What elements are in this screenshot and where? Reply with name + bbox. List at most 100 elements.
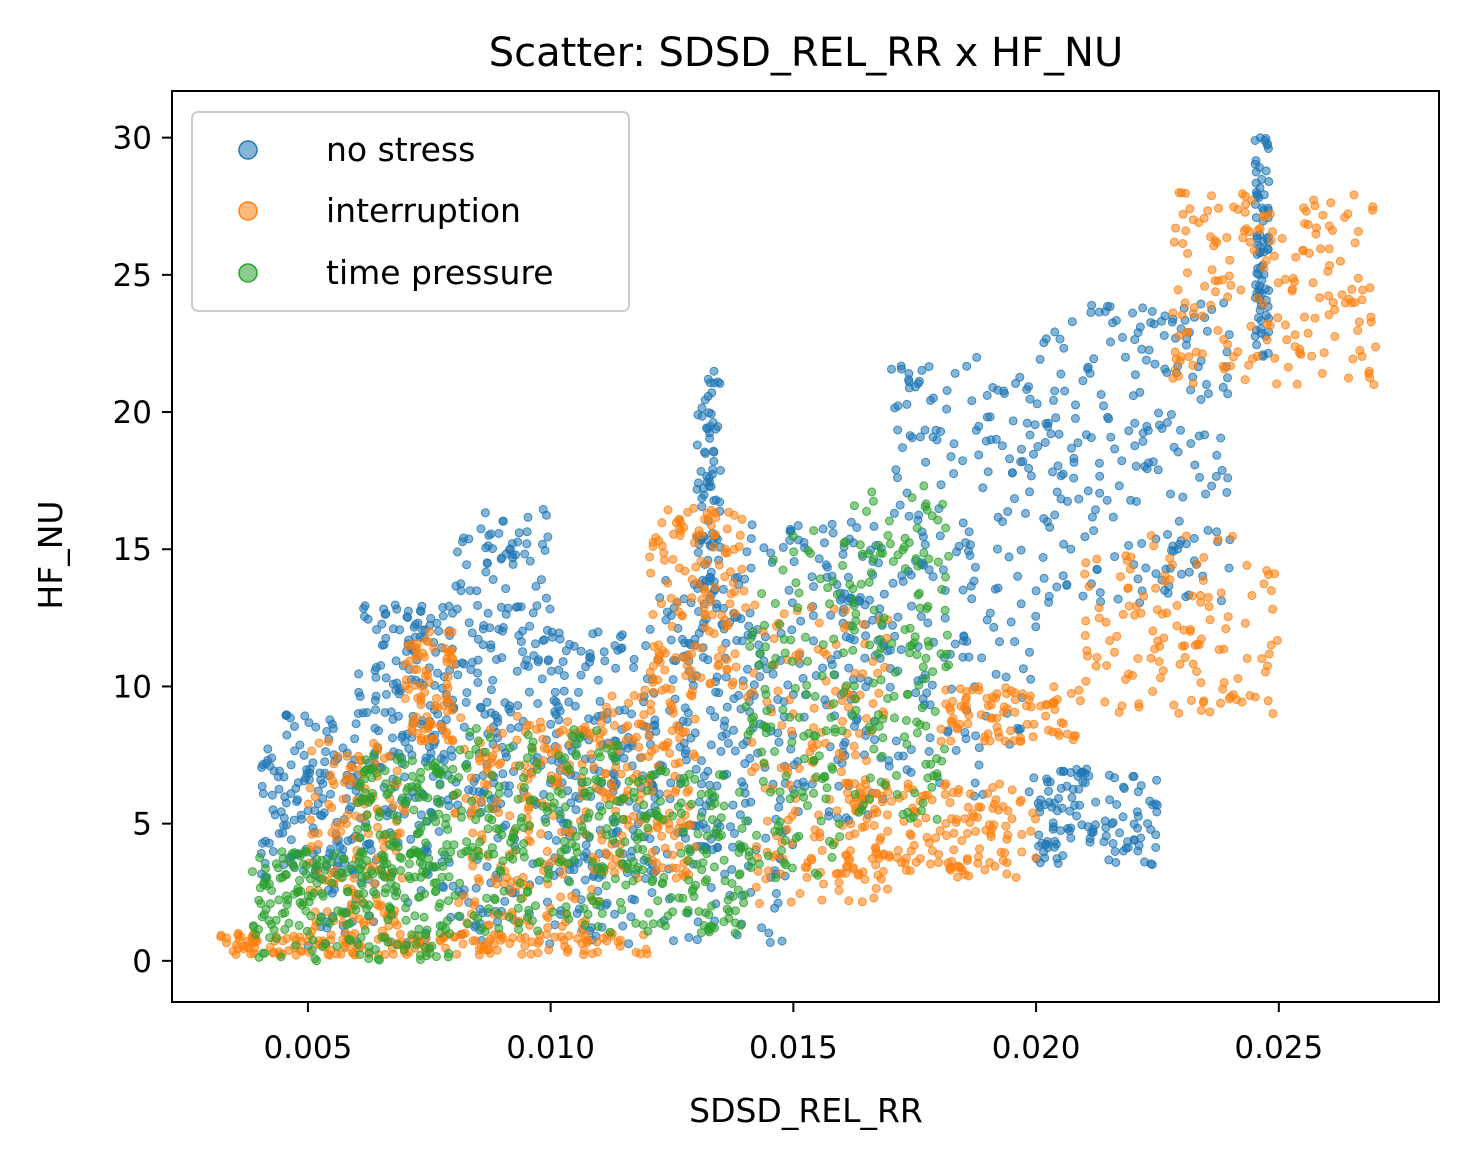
data-point bbox=[1078, 777, 1088, 787]
data-point bbox=[342, 751, 352, 761]
data-point bbox=[1312, 223, 1321, 233]
data-point bbox=[261, 904, 271, 914]
data-point bbox=[484, 944, 493, 954]
data-point bbox=[1069, 473, 1079, 483]
data-point bbox=[629, 793, 639, 803]
data-point bbox=[1119, 782, 1128, 792]
data-point bbox=[1353, 273, 1363, 283]
data-point bbox=[927, 680, 937, 690]
data-point bbox=[899, 542, 909, 552]
data-point bbox=[453, 788, 462, 798]
data-point bbox=[867, 487, 877, 497]
data-point bbox=[280, 924, 290, 934]
data-point bbox=[381, 779, 391, 789]
data-point bbox=[1123, 584, 1133, 593]
data-point bbox=[705, 705, 715, 715]
data-point bbox=[700, 623, 710, 632]
data-point bbox=[773, 686, 783, 696]
data-point bbox=[571, 805, 581, 815]
data-point bbox=[342, 867, 351, 877]
data-point bbox=[719, 801, 729, 811]
data-point bbox=[936, 736, 946, 746]
data-point bbox=[771, 889, 781, 898]
data-point bbox=[906, 813, 915, 823]
data-point bbox=[528, 608, 538, 618]
data-point bbox=[433, 703, 443, 713]
data-point bbox=[1058, 719, 1068, 729]
data-point bbox=[1151, 843, 1161, 852]
data-point bbox=[1196, 634, 1206, 644]
data-point bbox=[648, 919, 658, 929]
data-point bbox=[276, 807, 286, 817]
data-point bbox=[653, 812, 663, 821]
data-point bbox=[380, 610, 390, 619]
data-point bbox=[709, 862, 719, 872]
data-point bbox=[483, 790, 493, 800]
data-point bbox=[654, 640, 664, 650]
data-point bbox=[1056, 369, 1066, 379]
data-point bbox=[1113, 594, 1123, 604]
data-point bbox=[494, 789, 504, 798]
data-point bbox=[626, 912, 636, 922]
data-point bbox=[1073, 438, 1083, 448]
data-point bbox=[642, 723, 652, 732]
data-point bbox=[923, 618, 933, 628]
data-point bbox=[940, 790, 950, 800]
data-point bbox=[437, 847, 447, 857]
data-point bbox=[564, 697, 574, 707]
data-point bbox=[1199, 553, 1209, 562]
data-point bbox=[827, 519, 837, 529]
data-point bbox=[902, 399, 912, 409]
data-point bbox=[706, 883, 716, 893]
data-point bbox=[655, 796, 665, 806]
data-point bbox=[327, 878, 337, 888]
data-point bbox=[533, 699, 543, 708]
data-point bbox=[844, 702, 853, 712]
data-point bbox=[1015, 372, 1025, 382]
data-point bbox=[671, 873, 681, 883]
data-point bbox=[920, 540, 930, 550]
data-point bbox=[818, 524, 828, 534]
data-point bbox=[702, 875, 712, 885]
data-point bbox=[546, 666, 556, 676]
data-point bbox=[362, 810, 372, 820]
data-point bbox=[651, 866, 661, 876]
data-point bbox=[1024, 463, 1034, 473]
data-point bbox=[879, 589, 889, 599]
data-point bbox=[1150, 359, 1160, 369]
data-point bbox=[683, 821, 693, 830]
data-point bbox=[1092, 565, 1102, 575]
data-point bbox=[593, 922, 603, 931]
data-point bbox=[1081, 676, 1091, 686]
data-point bbox=[1044, 597, 1054, 607]
data-point bbox=[801, 632, 810, 642]
data-point bbox=[844, 831, 854, 841]
data-point bbox=[683, 708, 693, 718]
data-point bbox=[567, 731, 577, 741]
data-point bbox=[1025, 394, 1035, 404]
data-point bbox=[1216, 698, 1226, 708]
data-point bbox=[749, 712, 759, 722]
data-point bbox=[647, 847, 657, 857]
data-point bbox=[325, 950, 335, 960]
data-point bbox=[670, 787, 680, 797]
data-point bbox=[942, 386, 952, 395]
data-point bbox=[843, 788, 852, 797]
data-point bbox=[436, 721, 446, 731]
data-point bbox=[610, 874, 620, 884]
data-point bbox=[777, 846, 786, 855]
data-point bbox=[641, 641, 651, 651]
data-point bbox=[724, 738, 733, 748]
data-point bbox=[775, 826, 785, 836]
data-point bbox=[1055, 334, 1065, 344]
data-point bbox=[513, 602, 523, 612]
data-point bbox=[1304, 248, 1314, 258]
data-point bbox=[689, 749, 699, 759]
data-point bbox=[338, 794, 348, 804]
data-point bbox=[932, 769, 942, 779]
data-point bbox=[1051, 413, 1061, 423]
data-point bbox=[709, 366, 719, 376]
data-point bbox=[420, 687, 430, 697]
